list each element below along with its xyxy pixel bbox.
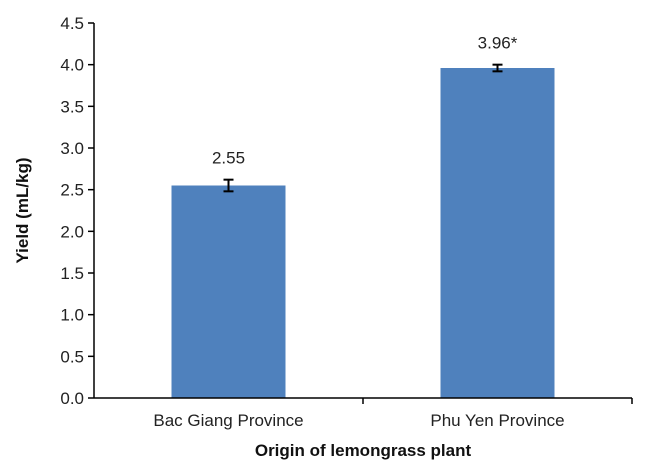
x-ticks-layer: Bac Giang Province Phu Yen Province <box>153 398 633 430</box>
bar <box>171 185 286 398</box>
x-tick-label: Bac Giang Province <box>153 411 303 430</box>
data-labels-layer: 2.55 3.96* <box>212 34 518 168</box>
bar <box>440 68 555 398</box>
y-tick-label: 0.5 <box>60 347 84 366</box>
y-ticks-layer: 0.0 0.5 1.0 1.5 2.0 2.5 3.0 3.5 4.0 4.5 <box>60 14 94 408</box>
error-bars-layer <box>223 63 503 193</box>
y-tick-label: 0.0 <box>60 389 84 408</box>
y-axis-title: Yield (mL/kg) <box>13 157 32 263</box>
x-axis-title: Origin of lemongrass plant <box>255 441 472 460</box>
y-tick-label: 2.5 <box>60 181 84 200</box>
data-label: 3.96* <box>478 34 518 53</box>
y-tick-label: 1.0 <box>60 306 84 325</box>
error-bar <box>223 178 234 193</box>
y-tick-label: 4.5 <box>60 14 84 33</box>
y-tick-label: 1.5 <box>60 264 84 283</box>
bars-layer <box>171 68 555 398</box>
x-tick-label: Phu Yen Province <box>430 411 564 430</box>
y-tick-label: 4.0 <box>60 56 84 75</box>
y-tick-label: 3.0 <box>60 139 84 158</box>
error-bar <box>492 63 503 73</box>
y-tick-label: 3.5 <box>60 97 84 116</box>
y-tick-label: 2.0 <box>60 222 84 241</box>
data-label: 2.55 <box>212 149 245 168</box>
